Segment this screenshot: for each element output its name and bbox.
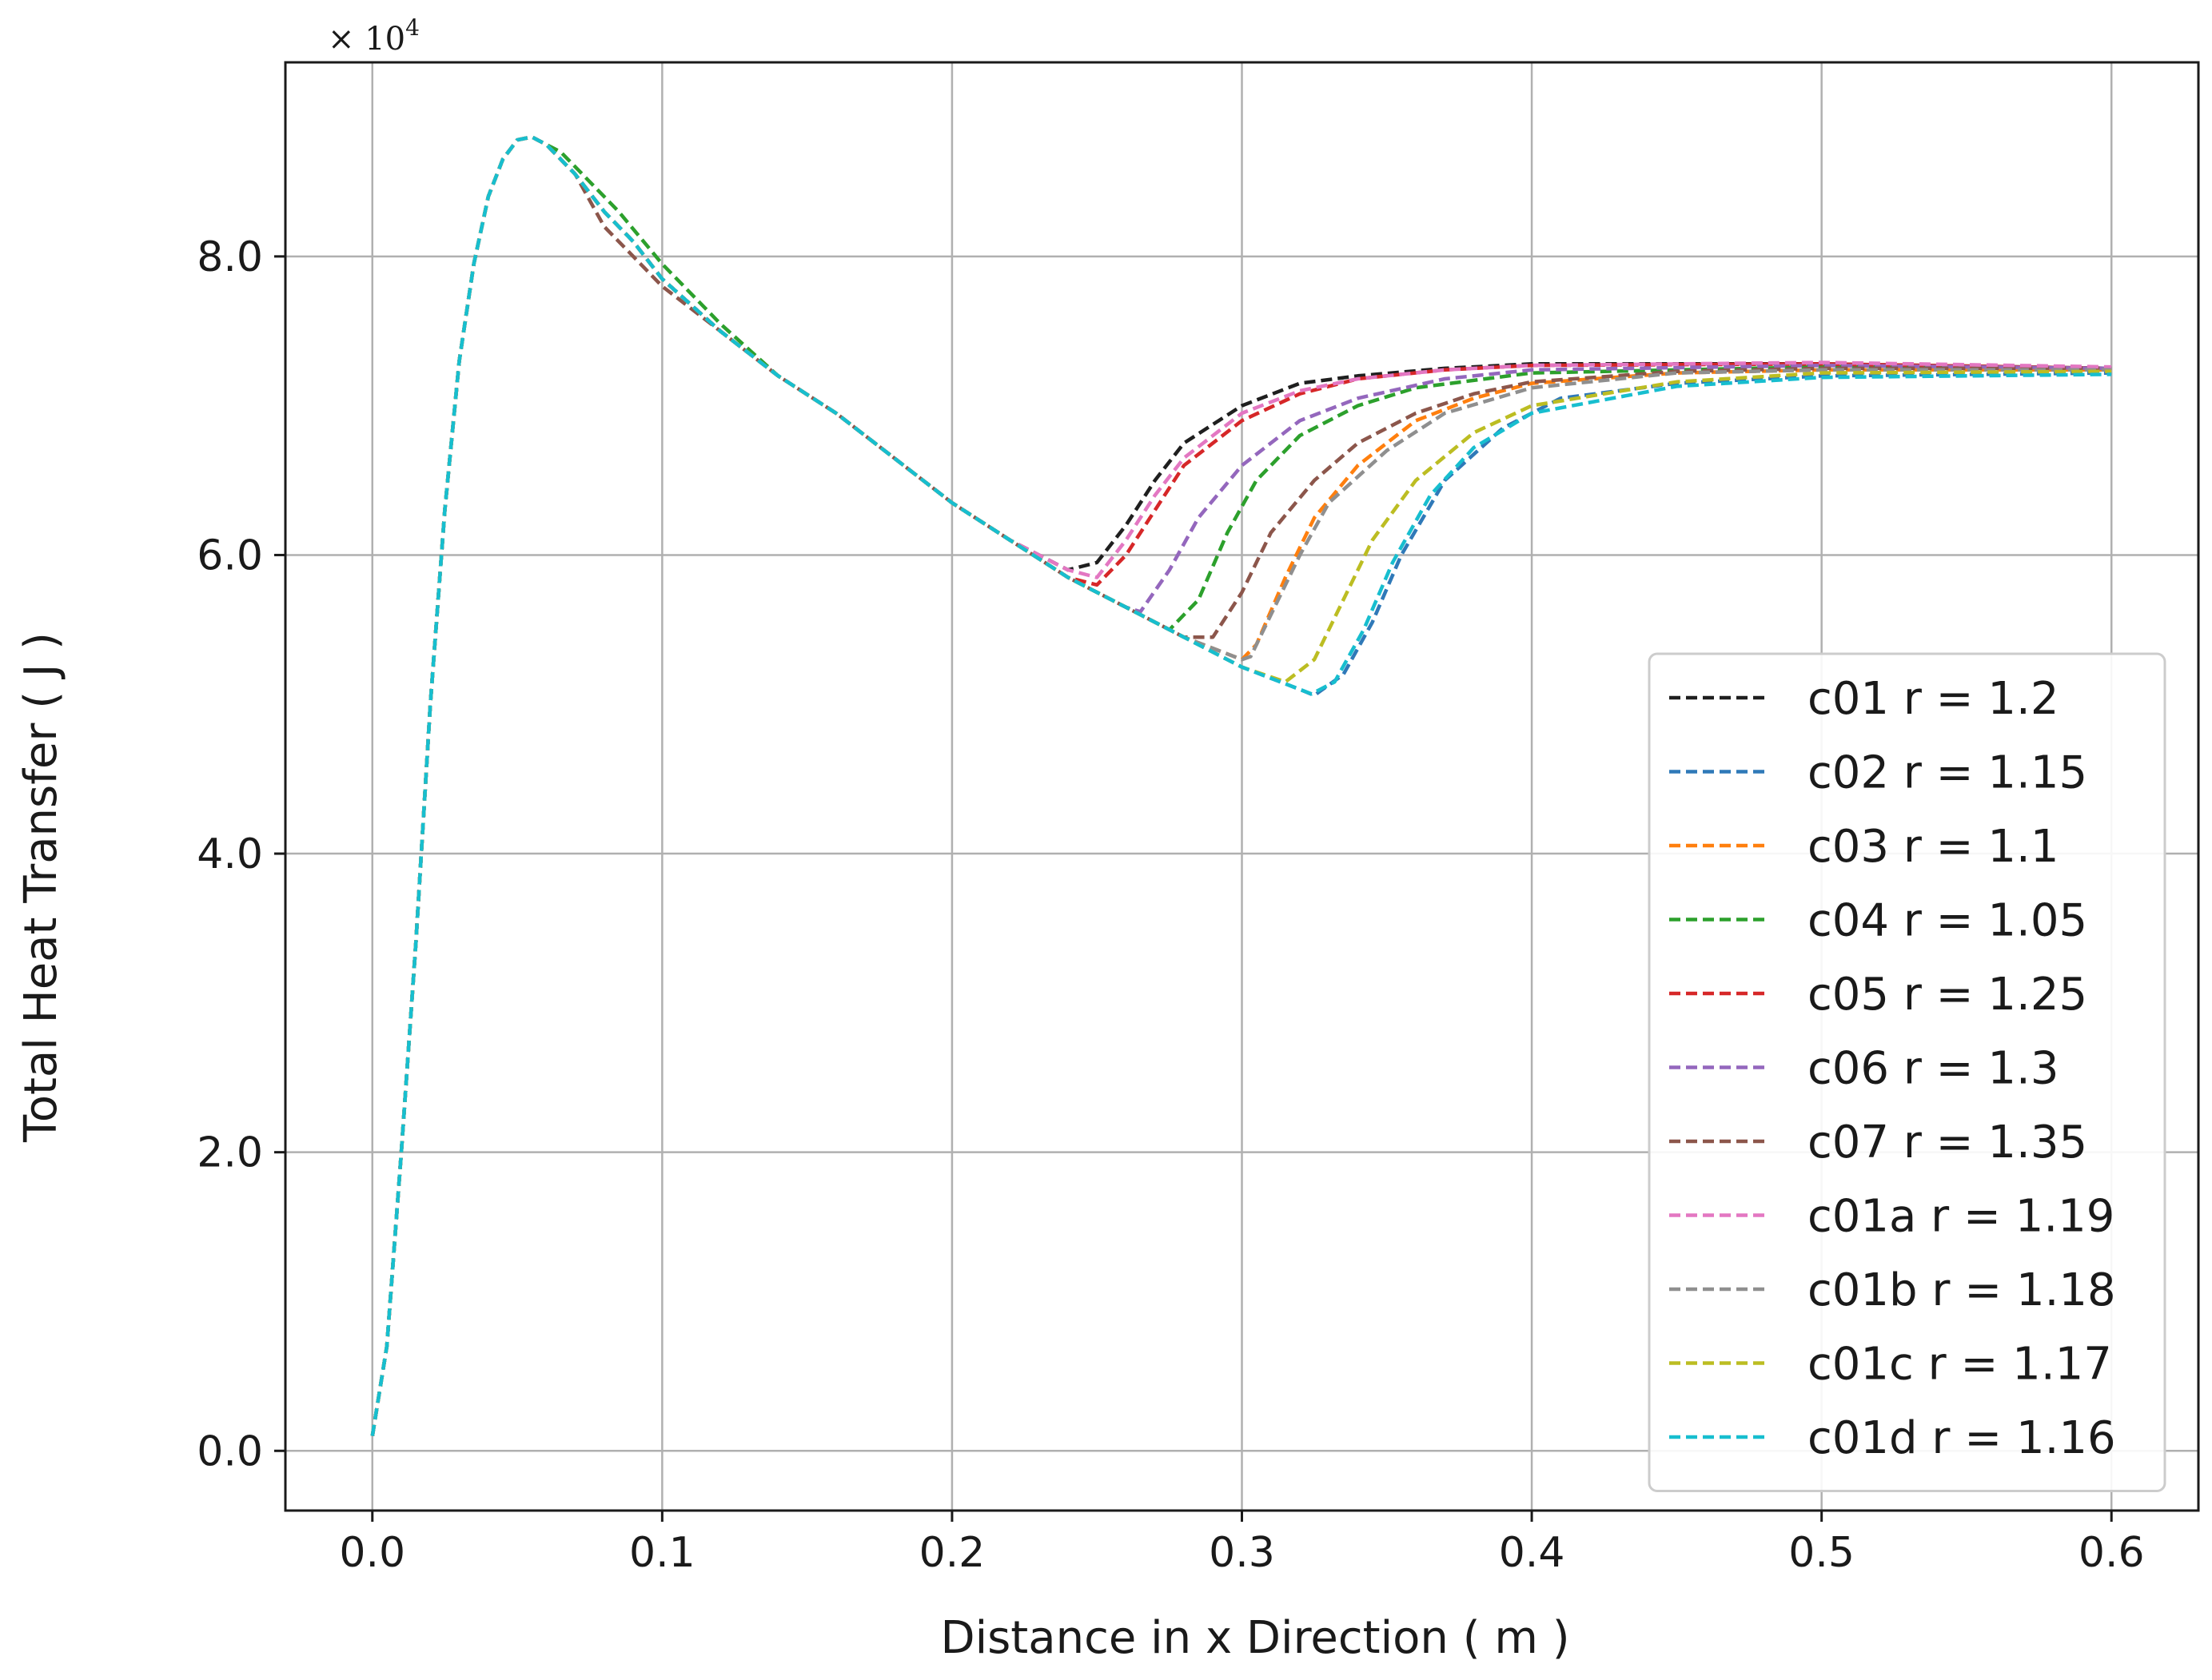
y-tick-label: 0.0 — [197, 1427, 263, 1475]
x-axis-label: Distance in x Direction ( m ) — [940, 1612, 1569, 1664]
y-multiplier: × 104 — [328, 14, 420, 58]
x-tick-label: 0.4 — [1499, 1529, 1565, 1577]
legend-label: c01c r = 1.17 — [1807, 1339, 2112, 1391]
legend-label: c01d r = 1.16 — [1807, 1412, 2116, 1464]
legend-label: c04 r = 1.05 — [1807, 895, 2087, 947]
legend-box — [1648, 652, 2166, 1492]
y-axis-ticks: 0.0 2.0 4.0 6.0 8.0 — [197, 233, 285, 1475]
legend: c01 r = 1.2 c02 r = 1.15 c03 r = 1.1 c04 r … — [1648, 652, 2166, 1492]
y-tick-label: 8.0 — [197, 233, 263, 281]
y-tick-label: 6.0 — [197, 531, 263, 579]
x-tick-label: 0.5 — [1788, 1529, 1855, 1577]
y-tick-label: 4.0 — [197, 830, 263, 878]
y-axis-label: Total Heat Transfer ( J ) — [15, 632, 67, 1143]
legend-label: c02 r = 1.15 — [1807, 747, 2087, 799]
x-tick-label: 0.6 — [2078, 1529, 2145, 1577]
legend-label: c01b r = 1.18 — [1807, 1264, 2116, 1316]
legend-label: c07 r = 1.35 — [1807, 1117, 2087, 1168]
legend-label: c01 r = 1.2 — [1807, 673, 2059, 725]
series-lines — [370, 135, 2112, 1436]
legend-label: c01a r = 1.19 — [1807, 1191, 2114, 1243]
x-tick-label: 0.1 — [629, 1529, 695, 1577]
x-tick-label: 0.0 — [339, 1529, 405, 1577]
legend-label: c03 r = 1.1 — [1807, 821, 2059, 873]
x-axis-ticks: 0.0 0.1 0.2 0.3 0.4 0.5 0.6 — [339, 1511, 2145, 1577]
legend-label: c06 r = 1.3 — [1807, 1043, 2059, 1095]
legend-label: c05 r = 1.25 — [1807, 969, 2087, 1021]
x-tick-label: 0.3 — [1209, 1529, 1275, 1577]
series-line — [370, 135, 2112, 1436]
y-tick-label: 2.0 — [197, 1129, 263, 1177]
series-line — [370, 135, 2112, 1436]
x-tick-label: 0.2 — [919, 1529, 986, 1577]
